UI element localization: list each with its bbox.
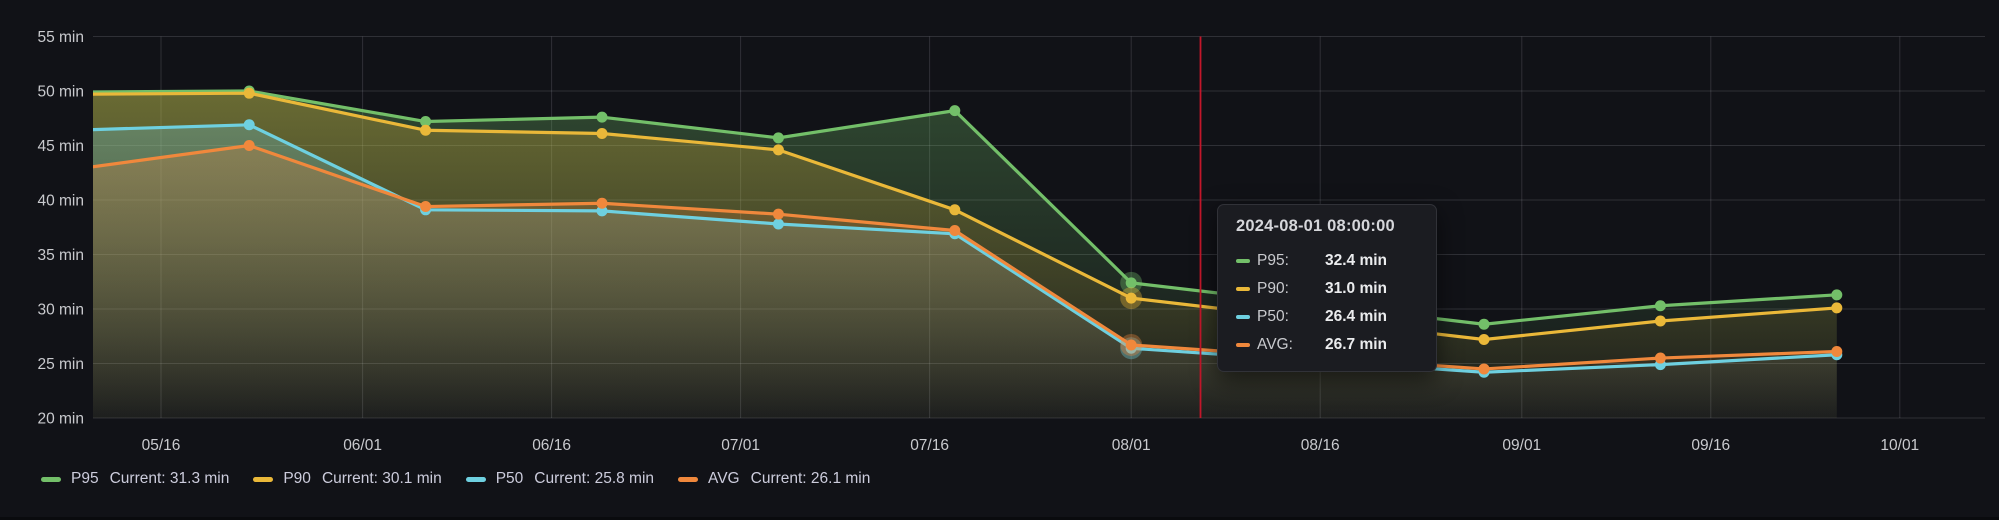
x-axis-tick-label: 05/16 xyxy=(142,437,181,454)
tooltip-rows: P95: 32.4 min P90: 31.0 min P50: 26.4 min AVG:… xyxy=(1236,247,1420,359)
legend: P95 Current: 31.3 min P90 Current: 30.1 min… xyxy=(41,466,870,492)
x-axis-tick-label: 07/01 xyxy=(721,437,760,454)
data-point-p95 xyxy=(420,116,432,128)
data-point-p90 xyxy=(243,87,255,99)
data-point-avg xyxy=(1831,346,1843,358)
tooltip-series-value: 31.0 min xyxy=(1325,280,1388,297)
data-point-avg xyxy=(243,140,255,151)
legend-item-p95[interactable]: P95 Current: 31.3 min xyxy=(41,470,229,488)
data-point-p90 xyxy=(420,124,432,136)
data-point-avg xyxy=(1478,363,1490,375)
y-axis-tick-label: 30 min xyxy=(37,302,84,319)
data-point-p95 xyxy=(596,111,608,123)
data-point-p95 xyxy=(1831,289,1843,301)
legend-series-name: P90 xyxy=(283,470,311,487)
tooltip-series-swatch xyxy=(1236,259,1250,263)
data-point-p50 xyxy=(596,205,608,217)
data-point-p90 xyxy=(772,144,784,156)
tooltip-series-swatch xyxy=(1236,315,1250,319)
legend-item-p50[interactable]: P50 Current: 25.8 min xyxy=(465,470,655,488)
data-point-p50 xyxy=(67,125,78,136)
tooltip-row-p50: P50: 26.4 min xyxy=(1236,303,1420,331)
y-axis-tick-label: 55 min xyxy=(37,29,84,46)
data-point-p95 xyxy=(1478,318,1490,330)
plot-area xyxy=(67,85,1843,418)
tooltip-series-value: 32.4 min xyxy=(1325,252,1388,269)
y-axis-tick-label: 45 min xyxy=(37,138,84,155)
x-axis-tick-label: 08/16 xyxy=(1301,437,1340,454)
legend-swatch xyxy=(253,476,274,482)
y-axis-tick-label: 35 min xyxy=(37,247,84,264)
series-line-p95 xyxy=(93,89,1839,326)
tooltip-row-p90: P90: 31.0 min xyxy=(1236,275,1420,303)
data-point-p90 xyxy=(1831,302,1843,314)
legend-current-value: Current: 31.3 min xyxy=(109,470,230,487)
data-point-p50 xyxy=(243,119,255,131)
y-axis-tick-label: 50 min xyxy=(37,84,84,101)
x-axis-tick-label: 08/01 xyxy=(1112,437,1151,454)
tooltip-series-label: AVG: xyxy=(1257,336,1293,353)
data-point-avg xyxy=(1654,352,1666,364)
data-point-p50 xyxy=(772,218,784,230)
legend-swatch xyxy=(465,476,486,482)
y-axis-tick-label: 40 min xyxy=(37,193,84,210)
x-axis-tick-label: 10/01 xyxy=(1880,437,1919,454)
data-point-avg xyxy=(67,164,78,175)
data-point-p90 xyxy=(949,204,961,216)
data-point-avg xyxy=(772,208,784,220)
tooltip-row-avg: AVG: 26.7 min xyxy=(1236,331,1420,359)
data-point-avg xyxy=(596,197,608,209)
data-point-avg xyxy=(420,201,432,213)
series-line-p50 xyxy=(93,123,1839,374)
legend-series-name: AVG xyxy=(708,470,740,487)
series-line-avg xyxy=(93,143,1839,371)
legend-series-name: P50 xyxy=(495,470,524,487)
hovered-data-point-p90 xyxy=(1125,292,1137,304)
legend-current-value: Current: 26.1 min xyxy=(750,470,871,487)
data-point-p95 xyxy=(949,105,961,117)
legend-series-name: P95 xyxy=(71,470,99,487)
axis-labels: 20 min 25 min 30 min 35 min 40 min 45 min 50 m… xyxy=(37,29,1919,454)
data-point-p90 xyxy=(1478,334,1490,346)
tooltip-series-value: 26.4 min xyxy=(1325,308,1388,325)
tooltip-series-value: 26.7 min xyxy=(1325,336,1388,353)
x-axis-tick-label: 09/16 xyxy=(1691,437,1730,454)
y-axis-tick-label: 25 min xyxy=(37,356,84,373)
tooltip-series-swatch xyxy=(1236,287,1250,291)
legend-swatch xyxy=(41,476,61,482)
series-line-p90 xyxy=(93,91,1839,342)
y-axis-tick-label: 20 min xyxy=(37,411,84,428)
panel-bottom-edge xyxy=(0,517,1999,520)
data-point-p95 xyxy=(772,132,784,144)
series-area-avg xyxy=(93,145,1837,418)
data-point-p90 xyxy=(1654,315,1666,327)
hovered-data-point-avg xyxy=(1125,339,1137,351)
tooltip-series-swatch xyxy=(1236,343,1250,347)
x-axis-tick-label: 06/16 xyxy=(532,437,571,454)
x-axis-tick-label: 07/16 xyxy=(910,437,949,454)
legend-swatch xyxy=(678,476,699,482)
hovered-data-point-p95 xyxy=(1125,277,1137,289)
tooltip-row-p95: P95: 32.4 min xyxy=(1236,247,1420,275)
tooltip-series-label: P50: xyxy=(1257,308,1289,325)
data-point-p90 xyxy=(596,128,608,140)
legend-item-avg[interactable]: AVG Current: 26.1 min xyxy=(678,470,870,488)
tooltip-series-label: P95: xyxy=(1257,252,1289,269)
legend-current-value: Current: 30.1 min xyxy=(321,470,442,487)
legend-item-p90[interactable]: P90 Current: 30.1 min xyxy=(253,470,442,488)
tooltip-series-label: P90: xyxy=(1257,280,1289,297)
legend-current-value: Current: 25.8 min xyxy=(534,470,655,487)
x-axis-tick-label: 09/01 xyxy=(1502,437,1541,454)
x-axis-tick-label: 06/01 xyxy=(343,437,382,454)
tooltip-timestamp: 2024-08-01 08:00:00 xyxy=(1236,217,1395,235)
chart-tooltip: 2024-08-01 08:00:00 P95: 32.4 min P90: 31.0… xyxy=(1217,204,1437,372)
data-point-p95 xyxy=(1654,300,1666,312)
data-point-avg xyxy=(949,225,961,237)
